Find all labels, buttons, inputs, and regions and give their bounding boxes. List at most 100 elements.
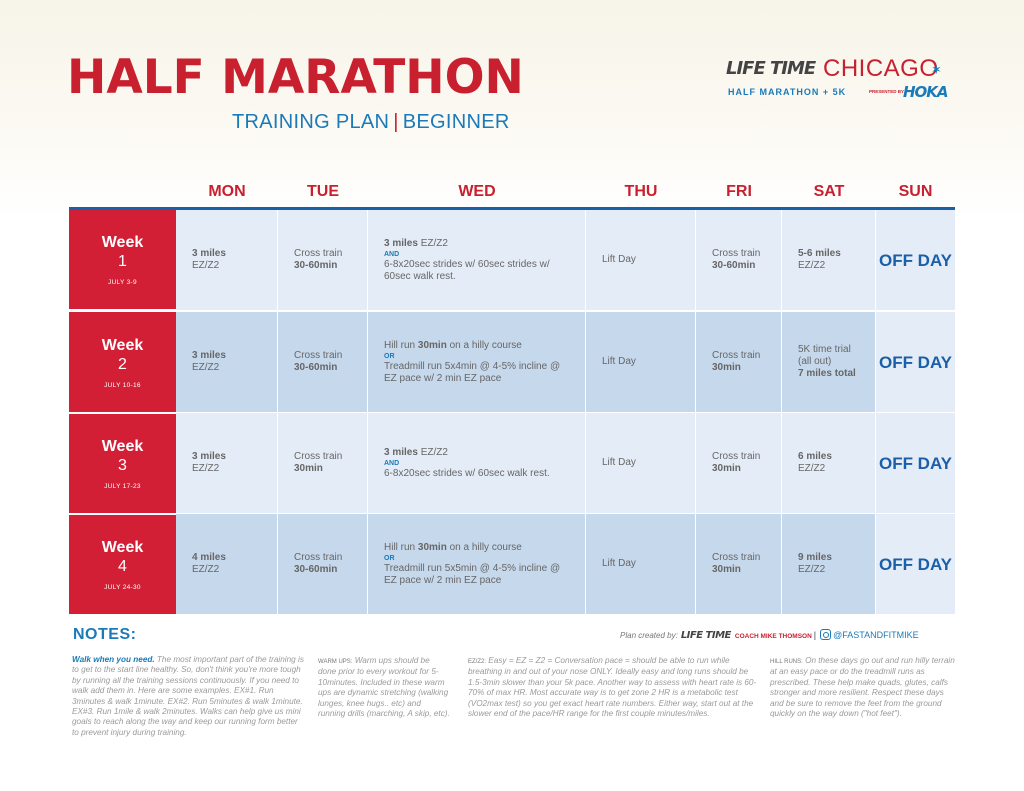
mon-pace: EZ/Z2	[192, 260, 220, 271]
note-walk: Walk when you need. The most important p…	[72, 655, 304, 738]
wed-duration: 30min	[417, 339, 447, 351]
wed-distance: 3 miles	[384, 237, 418, 249]
note-hill-label: HILL RUNS:	[770, 659, 803, 665]
mon-pace: EZ/Z2	[192, 463, 220, 474]
thu-cell: Lift Day	[586, 514, 696, 614]
week-number: 3	[118, 457, 127, 474]
wed-detail: Treadmill run 5x5min @ 4-5% incline @ EZ…	[384, 562, 561, 586]
sat-pace: EZ/Z2	[798, 564, 826, 575]
wed-cell: Hill run 30min on a hilly course OR Treadm…	[368, 514, 586, 614]
sat-cell: 6 miles EZ/Z2	[782, 413, 876, 513]
event-logo: LIFE TIME CHICAGO ✶ HALF MARATHON + 5K P…	[726, 55, 958, 104]
wed-conjunction: AND	[384, 250, 400, 258]
note-warmup-text: Warm ups should be done prior to every w…	[318, 656, 450, 719]
note-hill: HILL RUNS: On these days go out and run …	[770, 656, 956, 719]
tue-activity: Cross train	[294, 248, 343, 259]
note-warmup-label: WARM UPS:	[318, 659, 353, 665]
day-header-mon: MON	[208, 183, 246, 200]
wed-duration: 30min	[417, 541, 447, 553]
wed-activity: Hill run	[384, 541, 418, 553]
sat-cell: 5-6 miles EZ/Z2	[782, 210, 876, 310]
mon-pace: EZ/Z2	[192, 362, 220, 373]
week-label-cell: Week 4 JULY 24-30	[69, 514, 176, 614]
wed-cell: 3 miles EZ/Z2 AND 6-8x20sec strides w/ 60s…	[368, 210, 586, 310]
day-header-thu: THU	[624, 183, 658, 200]
week-label-cell: Week 3 JULY 17-23	[69, 413, 176, 513]
thu-cell: Lift Day	[586, 312, 696, 412]
thu-cell: Lift Day	[586, 413, 696, 513]
credit-handle: @FASTANDFITMIKE	[833, 630, 919, 640]
week-number: 2	[118, 355, 127, 373]
week-dates: JULY 3-9	[108, 279, 137, 286]
week-dates: JULY 17-23	[104, 483, 141, 490]
sun-cell: OFF DAY	[876, 312, 955, 412]
week-dates: JULY 24-30	[104, 584, 141, 591]
sun-cell: OFF DAY	[876, 514, 955, 614]
wed-conjunction: OR	[384, 352, 395, 360]
thu-activity: Lift Day	[602, 254, 636, 265]
fri-duration: 30min	[712, 564, 741, 575]
note-walk-label: Walk when you need.	[72, 655, 155, 664]
week-label: Week	[101, 336, 144, 354]
week-row: Week 3 JULY 17-23 3 miles EZ/Z2 Cross tra…	[69, 413, 955, 513]
wed-cell: 3 miles EZ/Z2 AND 6-8x20sec strides w/ 60s…	[368, 413, 586, 513]
note-ez-text: Easy = EZ = Z2 = Conversation pace = sho…	[468, 656, 757, 719]
mon-distance: 3 miles	[192, 451, 226, 462]
off-day-label: OFF DAY	[878, 250, 953, 270]
sun-cell: OFF DAY	[876, 413, 955, 513]
fri-cell: Cross train 30min	[696, 514, 782, 614]
tue-cell: Cross train 30min	[278, 413, 368, 513]
fri-cell: Cross train 30min	[696, 413, 782, 513]
day-header-wed: WED	[458, 183, 496, 200]
sat-activity: 5K time trial	[798, 344, 851, 355]
wed-pace: EZ/Z2	[417, 237, 448, 249]
credit-coach: COACH MIKE THOMSON	[734, 633, 812, 640]
week-row: Week 1 JULY 3-9 3 miles EZ/Z2 Cross train…	[69, 210, 955, 310]
fri-duration: 30min	[712, 463, 741, 474]
wed-detail: Treadmill run 5x4min @ 4-5% incline @ EZ…	[384, 360, 561, 384]
fri-duration: 30-60min	[712, 260, 756, 271]
day-header-tue: TUE	[307, 183, 339, 200]
tue-duration: 30-60min	[294, 564, 338, 575]
mon-cell: 3 miles EZ/Z2	[176, 210, 278, 310]
week-label-cell: Week 2 JULY 10-16	[69, 312, 176, 412]
week-label: Week	[101, 539, 144, 556]
fri-cell: Cross train 30min	[696, 312, 782, 412]
tue-cell: Cross train 30-60min	[278, 210, 368, 310]
thu-activity: Lift Day	[602, 558, 636, 569]
tue-duration: 30-60min	[294, 260, 338, 271]
wed-conjunction: AND	[384, 459, 400, 467]
week-label: Week	[101, 234, 144, 251]
credit-prefix: Plan created by:	[620, 631, 678, 640]
mon-distance: 3 miles	[192, 248, 226, 259]
thu-activity: Lift Day	[602, 457, 636, 468]
wed-pace: EZ/Z2	[417, 446, 448, 458]
tue-duration: 30min	[294, 463, 323, 474]
mon-cell: 3 miles EZ/Z2	[176, 312, 278, 412]
off-day-label: OFF DAY	[878, 352, 953, 372]
logo-event: HALF MARATHON + 5K	[728, 87, 847, 97]
fri-duration: 30min	[712, 362, 741, 373]
sat-pace: EZ/Z2	[798, 260, 826, 271]
day-header-sun: SUN	[898, 183, 933, 200]
mon-cell: 3 miles EZ/Z2	[176, 413, 278, 513]
sat-total: 7 miles total	[798, 368, 856, 379]
mon-distance: 4 miles	[192, 552, 226, 563]
fri-activity: Cross train	[712, 350, 761, 361]
note-ez-label: EZ/Z2:	[468, 659, 487, 665]
wed-course: on a hilly course	[446, 541, 522, 553]
fri-activity: Cross train	[712, 451, 761, 462]
wed-activity: Hill run	[384, 339, 418, 351]
logo-sponsor: HOKA	[903, 83, 949, 101]
page-subtitle: TRAINING PLAN | BEGINNER	[232, 111, 510, 134]
subtitle-plan: TRAINING PLAN	[232, 111, 390, 133]
subtitle-level: BEGINNER	[402, 111, 510, 133]
tue-activity: Cross train	[294, 350, 343, 361]
mon-pace: EZ/Z2	[192, 564, 220, 575]
week-row: Week 2 JULY 10-16 3 miles EZ/Z2 Cross tra…	[69, 312, 955, 412]
credit-brand: LIFE TIME	[680, 630, 732, 641]
note-warmup: WARM UPS: Warm ups should be done prior …	[318, 656, 450, 719]
plan-credit: Plan created by: LIFE TIME COACH MIKE THOM…	[620, 625, 956, 641]
note-hill-text: On these days go out and run hilly terra…	[770, 656, 955, 719]
logo-brand: LIFE TIME	[726, 58, 816, 79]
